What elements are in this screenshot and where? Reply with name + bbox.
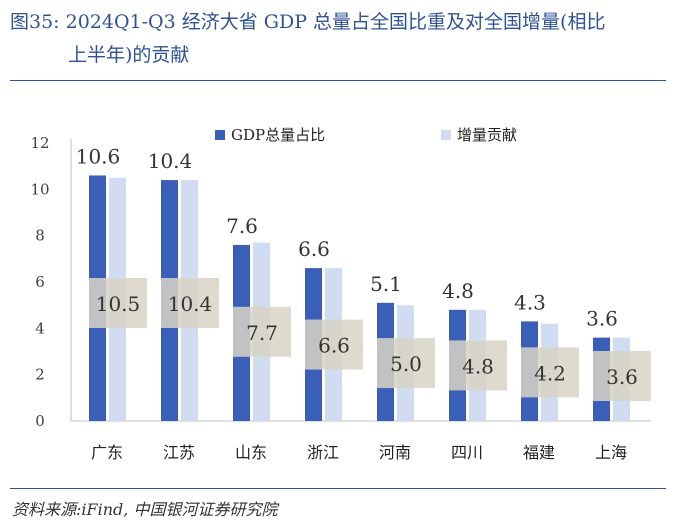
x-category-label: 广东 (91, 443, 123, 462)
data-label-gdp-share: 4.8 (442, 279, 474, 303)
x-category-label: 福建 (523, 443, 555, 462)
y-tick-label: 12 (30, 134, 49, 152)
x-category-label: 四川 (451, 443, 483, 462)
legend-item-gdp-share: GDP总量占比 (215, 124, 325, 145)
x-category-label: 上海 (595, 443, 627, 462)
legend-label-gdp-share: GDP总量占比 (231, 126, 326, 144)
data-label-box-increment-contribution (593, 351, 651, 401)
title-line-2: 上半年)的贡献 (68, 44, 190, 66)
data-label-box-increment-contribution (161, 278, 219, 328)
data-label-increment-contribution: 10.4 (168, 292, 213, 316)
legend-swatch-increment-contribution (441, 130, 451, 140)
y-tick-label: 0 (35, 412, 45, 430)
data-label-gdp-share: 6.6 (298, 237, 330, 261)
data-label-gdp-share: 10.4 (148, 149, 193, 173)
data-label-box-increment-contribution (305, 319, 363, 370)
footer-divider (10, 488, 666, 489)
data-label-gdp-share: 4.3 (514, 290, 546, 314)
x-category-label: 河南 (379, 443, 411, 462)
y-tick-label: 2 (35, 366, 45, 384)
data-label-gdp-share: 7.6 (226, 214, 258, 238)
y-tick-label: 6 (35, 273, 45, 291)
data-label-increment-contribution: 6.6 (318, 334, 350, 358)
data-label-increment-contribution: 10.5 (96, 292, 141, 316)
legend-label-increment-contribution: 增量贡献 (457, 126, 518, 144)
data-label-increment-contribution: 5.0 (390, 352, 422, 376)
source-note: 资料来源:iFind, 中国银河证券研究院 (12, 500, 278, 519)
y-tick-label: 4 (35, 319, 45, 337)
legend-swatch-gdp-share (215, 130, 225, 140)
x-category-label: 江苏 (163, 443, 195, 462)
data-label-increment-contribution: 7.7 (246, 321, 278, 345)
data-label-gdp-share: 3.6 (586, 307, 618, 331)
title-line-1: 图35: 2024Q1-Q3 经济大省 GDP 总量占全国比重及对全国增量(相比 (10, 11, 606, 33)
data-label-box-increment-contribution (233, 306, 291, 357)
chart-title: 图35: 2024Q1-Q3 经济大省 GDP 总量占全国比重及对全国增量(相比… (10, 6, 670, 72)
data-label-box-increment-contribution (449, 340, 507, 391)
data-label-increment-contribution: 4.2 (534, 361, 566, 385)
data-label-box-increment-contribution (89, 278, 147, 328)
y-tick-label: 8 (35, 227, 45, 245)
x-category-label: 浙江 (307, 443, 339, 462)
legend-item-increment-contribution: 增量贡献 (441, 124, 517, 145)
data-label-gdp-share: 5.1 (370, 272, 402, 296)
x-category-label: 山东 (235, 443, 267, 462)
data-label-box-increment-contribution (521, 347, 579, 398)
data-label-box-increment-contribution (377, 338, 435, 389)
y-tick-label: 10 (30, 180, 49, 198)
data-label-increment-contribution: 4.8 (462, 354, 494, 378)
title-divider (10, 80, 666, 81)
data-label-gdp-share: 10.6 (76, 144, 121, 168)
data-label-increment-contribution: 3.6 (606, 365, 638, 389)
